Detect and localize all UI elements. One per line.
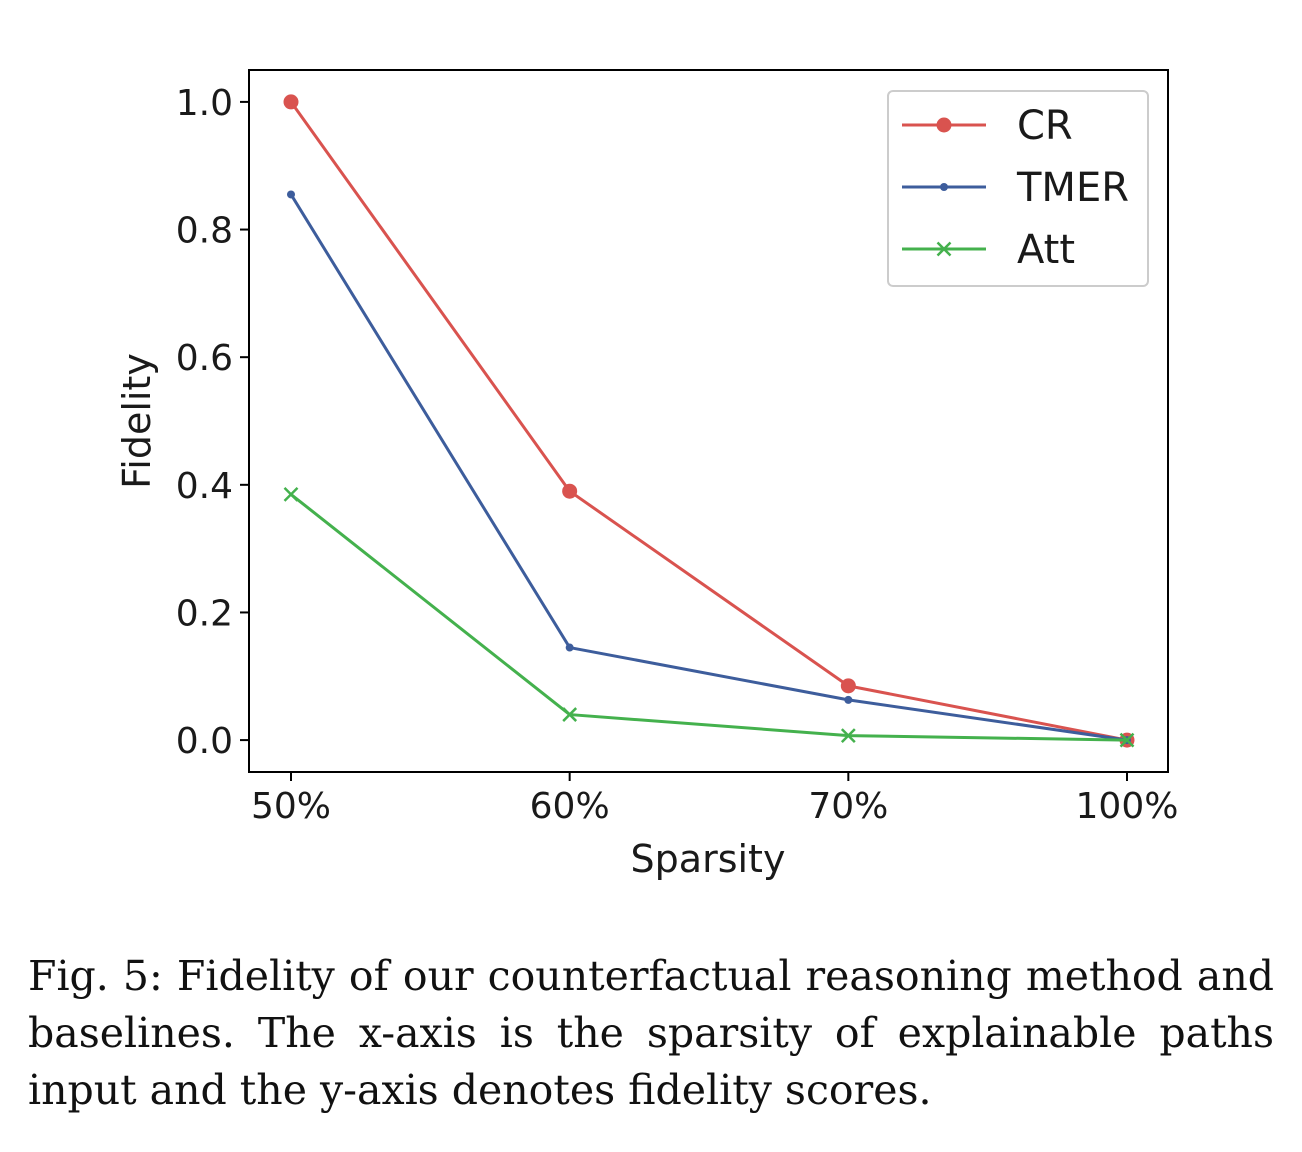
data-point-tmer — [287, 190, 295, 199]
legend-item-att: Att — [902, 227, 1075, 273]
x-tick-label: 70% — [808, 786, 888, 827]
y-tick-label: 1.0 — [176, 83, 233, 124]
legend: CR TMER Att — [887, 90, 1149, 287]
series-line-tmer — [289, 193, 1128, 742]
y-axis-label: Fidelity — [115, 353, 159, 489]
y-tick-label: 0.6 — [176, 338, 233, 379]
series-line-att — [290, 493, 1128, 742]
data-point-cr — [283, 94, 299, 110]
legend-marker-att — [936, 241, 952, 257]
figure-caption: Fig. 5: Fidelity of our counterfactual r… — [28, 952, 1274, 1114]
y-tick-label: 0.2 — [176, 593, 233, 634]
legend-label-tmer: TMER — [1016, 165, 1129, 211]
data-point-tmer — [565, 643, 574, 652]
data-point-cr — [562, 483, 578, 499]
legend-label-att: Att — [1017, 227, 1075, 273]
y-tick-label: 0.0 — [176, 721, 233, 762]
plot-area-frame — [248, 69, 1169, 773]
data-point-att — [283, 487, 299, 502]
x-tick-label: 100% — [1076, 786, 1179, 827]
data-point-tmer — [844, 695, 853, 704]
y-tick-label: 0.4 — [176, 466, 233, 507]
data-point-att — [562, 707, 578, 722]
fidelity-line-chart: 0.0 0.2 0.4 0.6 0.8 1.0 50% 60% 70% 100% Sparsit… — [115, 69, 1178, 881]
x-tick-label: 60% — [530, 786, 610, 827]
data-point-cr — [840, 678, 856, 694]
legend-frame — [887, 90, 1149, 287]
data-point-att — [840, 728, 856, 744]
data-point-att — [1119, 732, 1135, 748]
x-axis-label: Sparsity — [631, 837, 786, 881]
x-axis-ticks: 50% 60% 70% 100% — [251, 772, 1178, 827]
y-axis-ticks: 0.0 0.2 0.4 0.6 0.8 1.0 — [176, 83, 249, 762]
x-tick-label: 50% — [251, 786, 331, 827]
series-layer — [283, 94, 1135, 748]
legend-item-cr: CR — [902, 103, 1073, 149]
series-line-cr — [289, 101, 1128, 742]
legend-item-tmer: TMER — [902, 165, 1129, 211]
series-att — [283, 487, 1135, 748]
legend-label-cr: CR — [1017, 103, 1073, 149]
legend-marker-tmer — [940, 183, 948, 191]
legend-marker-cr — [936, 117, 952, 133]
y-tick-label: 0.8 — [176, 211, 233, 252]
